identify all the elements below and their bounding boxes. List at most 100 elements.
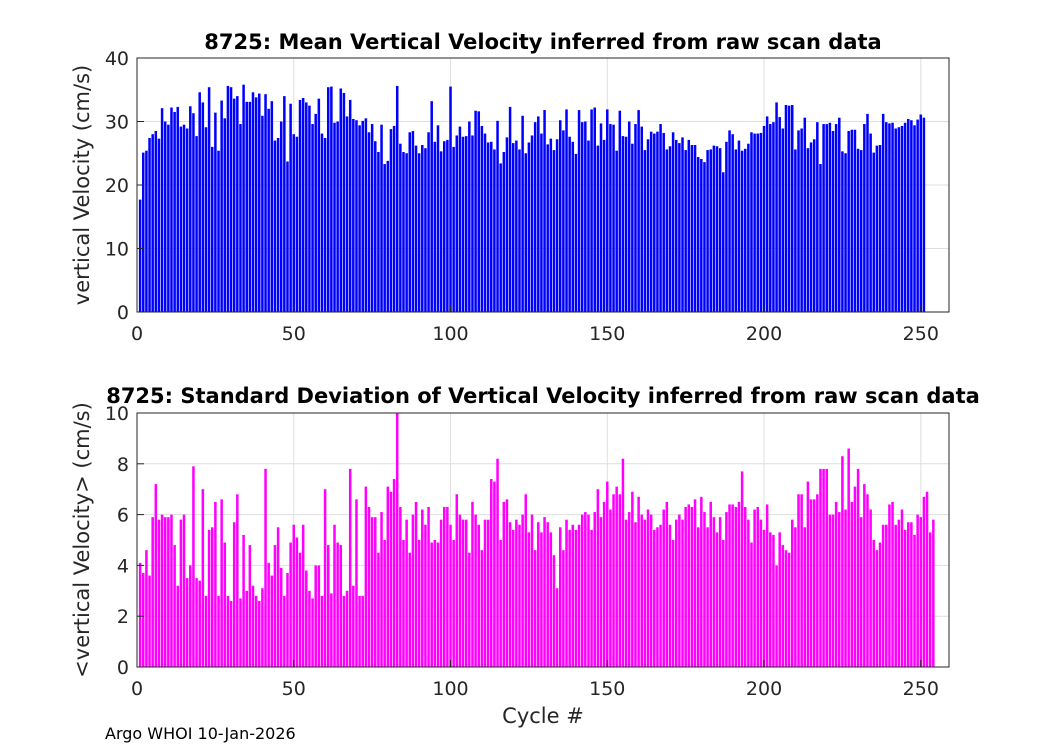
std-ytick-label: 8 <box>117 454 129 476</box>
mean-bar <box>637 110 640 312</box>
std-bar <box>737 501 741 667</box>
mean-bar <box>740 150 744 312</box>
mean-bar <box>493 149 496 312</box>
std-bar <box>800 494 803 667</box>
std-bar <box>352 585 355 667</box>
mean-bar <box>706 150 709 312</box>
mean-bar <box>474 110 477 313</box>
std-bar <box>471 501 474 667</box>
std-bar <box>775 565 778 667</box>
mean-bar <box>775 102 778 312</box>
std-bar <box>323 489 327 667</box>
mean-bar <box>634 124 637 312</box>
mean-bar <box>464 136 468 312</box>
std-bar <box>794 527 797 667</box>
mean-bar <box>878 145 882 312</box>
std-bar <box>223 542 227 667</box>
mean-bar <box>762 125 766 312</box>
std-bar <box>787 552 791 667</box>
mean-bar <box>784 104 788 313</box>
mean-plot-ylabel: vertical Velocity (cm/s) <box>70 65 94 305</box>
mean-bar <box>330 86 333 312</box>
std-bar <box>330 593 333 667</box>
std-bar <box>928 532 932 667</box>
mean-bar <box>458 126 462 312</box>
mean-bar <box>731 134 734 312</box>
mean-bar <box>919 114 923 312</box>
std-bar <box>806 481 810 667</box>
mean-bar <box>339 88 343 312</box>
std-bar <box>254 595 258 667</box>
mean-bar <box>897 127 901 312</box>
std-bar <box>693 499 697 667</box>
mean-bar <box>345 116 349 312</box>
mean-ytick-label: 30 <box>105 112 129 134</box>
std-bar <box>311 598 314 667</box>
std-bar <box>380 512 383 667</box>
mean-bar <box>787 105 791 313</box>
mean-bar <box>910 120 913 312</box>
mean-xtick-label: 250 <box>903 323 939 345</box>
std-bar <box>185 578 189 667</box>
mean-bar <box>797 130 800 312</box>
std-bar <box>574 529 578 667</box>
mean-bar <box>367 132 371 312</box>
std-bar <box>769 532 772 667</box>
std-bar <box>167 517 170 667</box>
std-bar <box>844 509 847 667</box>
std-bar <box>477 524 480 667</box>
mean-bar <box>922 117 926 312</box>
std-bar <box>674 519 678 667</box>
std-bar <box>361 595 364 667</box>
mean-bar <box>696 157 700 312</box>
mean-bar <box>772 122 775 312</box>
mean-bar <box>540 133 543 312</box>
std-bar <box>624 519 628 667</box>
std-bar <box>358 595 361 667</box>
mean-xtick-label: 150 <box>589 323 625 345</box>
std-bar <box>756 506 760 667</box>
std-bar <box>637 496 640 667</box>
mean-bar <box>421 145 424 312</box>
std-bar <box>142 573 145 667</box>
std-bar <box>537 522 540 667</box>
std-bar <box>903 529 907 667</box>
mean-bar <box>621 136 625 312</box>
mean-bar <box>311 124 314 312</box>
mean-bar <box>201 102 205 312</box>
std-bar <box>508 522 512 667</box>
std-bar <box>490 479 493 667</box>
std-bar <box>458 514 462 667</box>
std-bar <box>593 512 596 667</box>
std-bar <box>148 575 151 667</box>
std-ytick-label: 10 <box>105 403 129 425</box>
mean-bar <box>258 93 261 312</box>
mean-bar <box>483 133 487 312</box>
std-bar <box>863 484 866 667</box>
std-bar <box>261 588 264 667</box>
mean-bar <box>533 122 537 312</box>
std-bar <box>292 524 296 667</box>
mean-bar <box>518 149 521 312</box>
mean-bar <box>298 99 302 312</box>
std-bar <box>640 514 644 667</box>
std-bar <box>825 468 828 667</box>
mean-bar <box>189 106 192 312</box>
mean-bar <box>151 134 154 312</box>
std-bar <box>684 506 687 667</box>
std-bar <box>687 504 691 667</box>
mean-bar <box>264 94 267 312</box>
std-bar <box>631 491 634 667</box>
mean-bar <box>273 140 277 312</box>
std-bar <box>248 545 252 667</box>
std-bar <box>816 494 819 667</box>
mean-bar <box>392 125 396 312</box>
std-bar <box>386 486 390 667</box>
mean-bar <box>342 92 346 312</box>
mean-bar <box>599 123 603 312</box>
std-bar <box>634 522 637 667</box>
std-bar <box>621 458 625 667</box>
std-bar <box>283 595 286 667</box>
std-bar <box>615 486 618 667</box>
mean-bar <box>580 122 584 312</box>
